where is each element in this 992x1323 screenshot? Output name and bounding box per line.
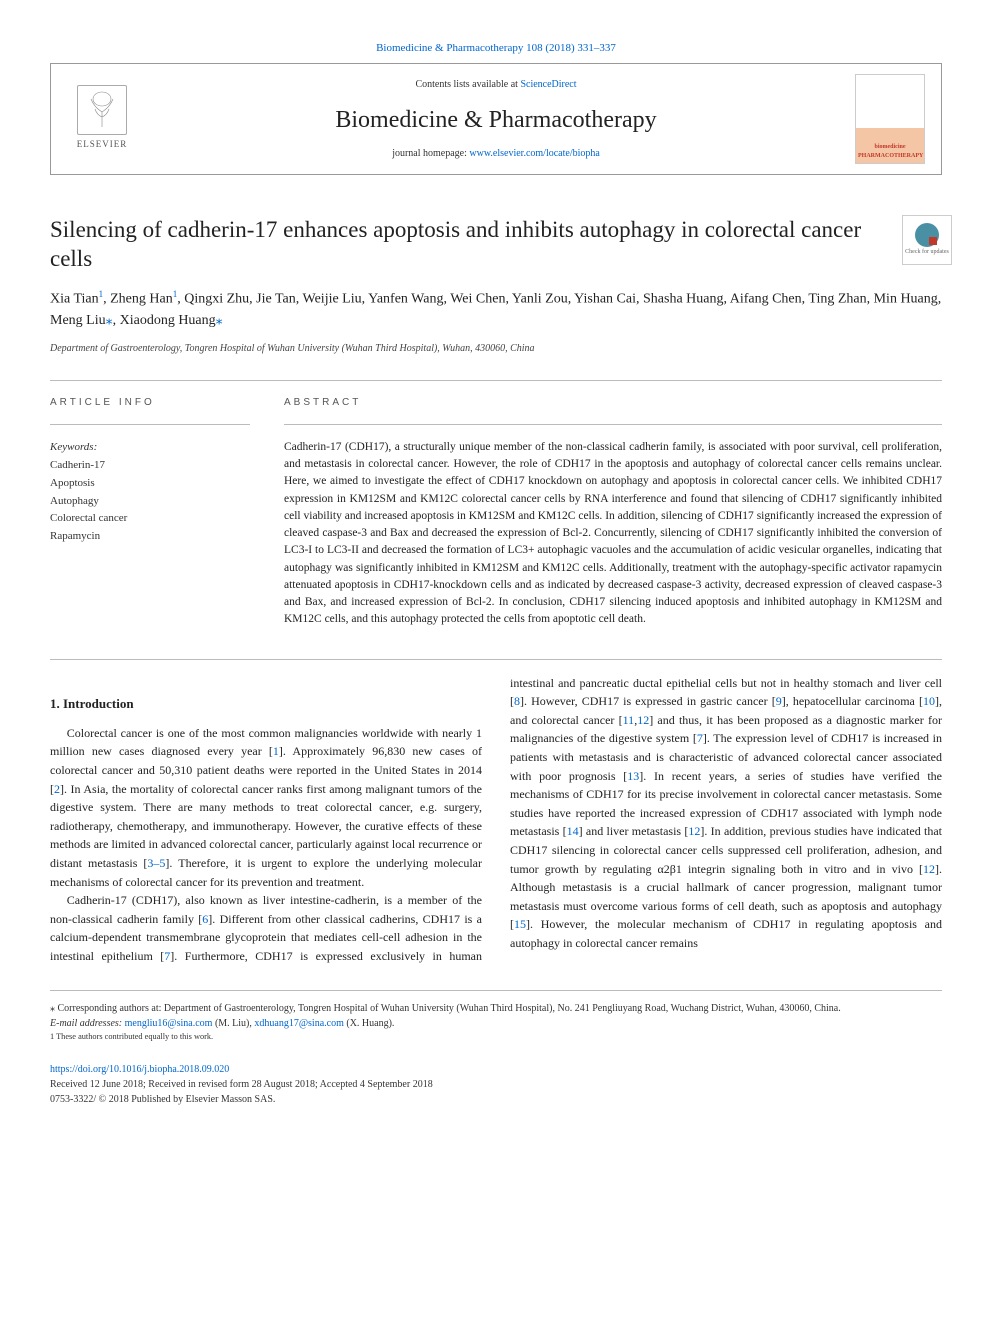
journal-header: ELSEVIER Contents lists available at Sci… bbox=[50, 63, 942, 175]
abstract-column: ABSTRACT Cadherin-17 (CDH17), a structur… bbox=[284, 395, 942, 629]
section-heading-introduction: 1. Introduction bbox=[50, 694, 482, 714]
email1-suffix: (M. Liu), bbox=[212, 1018, 254, 1029]
keyword-item: Colorectal cancer bbox=[50, 510, 250, 528]
homepage-line: journal homepage: www.elsevier.com/locat… bbox=[137, 146, 855, 161]
header-citation: Biomedicine & Pharmacotherapy 108 (2018)… bbox=[50, 40, 942, 57]
elsevier-logo: ELSEVIER bbox=[67, 84, 137, 154]
received-dates: Received 12 June 2018; Received in revis… bbox=[50, 1079, 433, 1090]
keyword-item: Autophagy bbox=[50, 493, 250, 511]
email-line: E-mail addresses: mengliu16@sina.com (M.… bbox=[50, 1016, 942, 1031]
check-updates-badge[interactable]: Check for updates bbox=[902, 215, 952, 265]
affiliation: Department of Gastroenterology, Tongren … bbox=[50, 341, 942, 356]
journal-cover-thumbnail: biomedicine PHARMACOTHERAPY bbox=[855, 74, 925, 164]
equal-contribution-note: 1 These authors contributed equally to t… bbox=[50, 1031, 942, 1048]
authors-list: Xia Tian1, Zheng Han1, Qingxi Zhu, Jie T… bbox=[50, 288, 942, 331]
contents-prefix: Contents lists available at bbox=[415, 79, 520, 90]
keyword-item: Rapamycin bbox=[50, 528, 250, 546]
doi-block: https://doi.org/10.1016/j.biopha.2018.09… bbox=[50, 1062, 942, 1107]
elsevier-tree-icon bbox=[77, 85, 127, 135]
equal-note-text: 1 These authors contributed equally to t… bbox=[50, 1032, 213, 1041]
copyright-line: 0753-3322/ © 2018 Published by Elsevier … bbox=[50, 1094, 275, 1105]
check-updates-label: Check for updates bbox=[905, 249, 949, 257]
corresponding-author-note: ⁎ Corresponding authors at: Department o… bbox=[50, 1001, 942, 1016]
keyword-item: Cadherin-17 bbox=[50, 457, 250, 475]
email2-suffix: (X. Huang). bbox=[344, 1018, 395, 1029]
cover-label: biomedicine PHARMACOTHERAPY bbox=[856, 141, 924, 163]
divider bbox=[50, 380, 942, 381]
email-prefix: E-mail addresses: bbox=[50, 1018, 125, 1029]
doi-link[interactable]: https://doi.org/10.1016/j.biopha.2018.09… bbox=[50, 1064, 229, 1075]
divider bbox=[50, 424, 250, 425]
keywords-label: Keywords: bbox=[50, 439, 250, 456]
keyword-item: Apoptosis bbox=[50, 475, 250, 493]
elsevier-text: ELSEVIER bbox=[77, 138, 128, 152]
journal-name: Biomedicine & Pharmacotherapy bbox=[137, 102, 855, 138]
body-two-column: 1. Introduction Colorectal cancer is one… bbox=[50, 674, 942, 966]
article-info-column: ARTICLE INFO Keywords: Cadherin-17 Apopt… bbox=[50, 395, 250, 629]
divider bbox=[50, 659, 942, 660]
body-paragraph: Colorectal cancer is one of the most com… bbox=[50, 724, 482, 891]
divider bbox=[284, 424, 942, 425]
email-link-2[interactable]: xdhuang17@sina.com bbox=[254, 1018, 343, 1029]
header-citation-link[interactable]: Biomedicine & Pharmacotherapy 108 (2018)… bbox=[376, 42, 616, 54]
header-center: Contents lists available at ScienceDirec… bbox=[137, 77, 855, 161]
keywords-list: Cadherin-17 Apoptosis Autophagy Colorect… bbox=[50, 457, 250, 545]
abstract-heading: ABSTRACT bbox=[284, 395, 942, 410]
info-abstract-row: ARTICLE INFO Keywords: Cadherin-17 Apopt… bbox=[50, 395, 942, 629]
abstract-text: Cadherin-17 (CDH17), a structurally uniq… bbox=[284, 439, 942, 629]
check-updates-icon bbox=[915, 223, 939, 247]
article-info-heading: ARTICLE INFO bbox=[50, 395, 250, 410]
article-title: Silencing of cadherin-17 enhances apopto… bbox=[50, 215, 942, 275]
contents-line: Contents lists available at ScienceDirec… bbox=[137, 77, 855, 92]
homepage-link[interactable]: www.elsevier.com/locate/biopha bbox=[469, 148, 599, 159]
article-title-text: Silencing of cadherin-17 enhances apopto… bbox=[50, 217, 861, 272]
footer: ⁎ Corresponding authors at: Department o… bbox=[50, 990, 942, 1107]
email-link-1[interactable]: mengliu16@sina.com bbox=[125, 1018, 213, 1029]
homepage-prefix: journal homepage: bbox=[392, 148, 469, 159]
sciencedirect-link[interactable]: ScienceDirect bbox=[520, 79, 576, 90]
